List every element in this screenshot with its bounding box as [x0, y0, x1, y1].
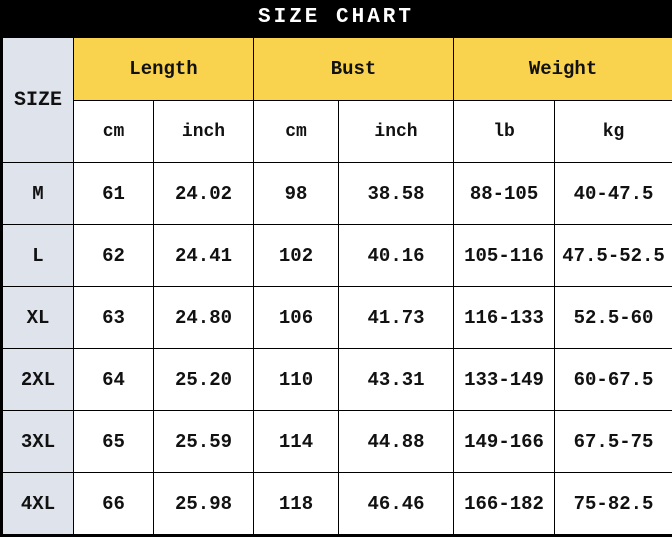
- weight-lb-value: 105-116: [454, 225, 555, 287]
- group-header-row: SIZE Length Bust Weight: [2, 37, 672, 101]
- unit-length-inch: inch: [154, 101, 254, 163]
- length-inch-value: 25.20: [154, 349, 254, 411]
- table-row: L 62 24.41 102 40.16 105-116 47.5-52.5: [2, 225, 672, 287]
- bust-cm-value: 102: [254, 225, 339, 287]
- length-inch-value: 25.98: [154, 473, 254, 536]
- bust-inch-value: 41.73: [339, 287, 454, 349]
- weight-lb-value: 166-182: [454, 473, 555, 536]
- length-cm-value: 62: [74, 225, 154, 287]
- bust-inch-value: 46.46: [339, 473, 454, 536]
- weight-kg-value: 40-47.5: [555, 163, 672, 225]
- unit-bust-inch: inch: [339, 101, 454, 163]
- bust-cm-value: 98: [254, 163, 339, 225]
- size-label: XL: [2, 287, 74, 349]
- unit-weight-lb: lb: [454, 101, 555, 163]
- bust-cm-value: 106: [254, 287, 339, 349]
- length-inch-value: 24.41: [154, 225, 254, 287]
- length-inch-value: 24.02: [154, 163, 254, 225]
- bust-inch-value: 43.31: [339, 349, 454, 411]
- weight-lb-value: 149-166: [454, 411, 555, 473]
- length-inch-value: 25.59: [154, 411, 254, 473]
- weight-lb-value: 88-105: [454, 163, 555, 225]
- table-row: XL 63 24.80 106 41.73 116-133 52.5-60: [2, 287, 672, 349]
- size-header-cell: SIZE: [2, 37, 74, 163]
- unit-length-cm: cm: [74, 101, 154, 163]
- size-table: SIZE Length Bust Weight cm inch cm inch …: [0, 35, 672, 537]
- unit-bust-cm: cm: [254, 101, 339, 163]
- weight-kg-value: 60-67.5: [555, 349, 672, 411]
- weight-lb-value: 133-149: [454, 349, 555, 411]
- weight-kg-value: 75-82.5: [555, 473, 672, 536]
- bust-inch-value: 40.16: [339, 225, 454, 287]
- size-label: 2XL: [2, 349, 74, 411]
- table-row: 2XL 64 25.20 110 43.31 133-149 60-67.5: [2, 349, 672, 411]
- size-label: 3XL: [2, 411, 74, 473]
- size-chart: SIZE CHART SIZE Length Bust Weight cm in…: [0, 0, 672, 525]
- bust-cm-value: 114: [254, 411, 339, 473]
- weight-lb-value: 116-133: [454, 287, 555, 349]
- bust-inch-value: 38.58: [339, 163, 454, 225]
- group-header-weight: Weight: [454, 37, 672, 101]
- bust-cm-value: 110: [254, 349, 339, 411]
- size-label: M: [2, 163, 74, 225]
- group-header-bust: Bust: [254, 37, 454, 101]
- table-row: 4XL 66 25.98 118 46.46 166-182 75-82.5: [2, 473, 672, 536]
- length-cm-value: 65: [74, 411, 154, 473]
- table-row: M 61 24.02 98 38.58 88-105 40-47.5: [2, 163, 672, 225]
- unit-weight-kg: kg: [555, 101, 672, 163]
- weight-kg-value: 52.5-60: [555, 287, 672, 349]
- table-row: 3XL 65 25.59 114 44.88 149-166 67.5-75: [2, 411, 672, 473]
- length-cm-value: 63: [74, 287, 154, 349]
- size-label: L: [2, 225, 74, 287]
- length-cm-value: 66: [74, 473, 154, 536]
- length-inch-value: 24.80: [154, 287, 254, 349]
- unit-header-row: cm inch cm inch lb kg: [2, 101, 672, 163]
- group-header-length: Length: [74, 37, 254, 101]
- chart-title: SIZE CHART: [0, 0, 672, 35]
- length-cm-value: 64: [74, 349, 154, 411]
- size-label: 4XL: [2, 473, 74, 536]
- weight-kg-value: 67.5-75: [555, 411, 672, 473]
- bust-inch-value: 44.88: [339, 411, 454, 473]
- weight-kg-value: 47.5-52.5: [555, 225, 672, 287]
- length-cm-value: 61: [74, 163, 154, 225]
- bust-cm-value: 118: [254, 473, 339, 536]
